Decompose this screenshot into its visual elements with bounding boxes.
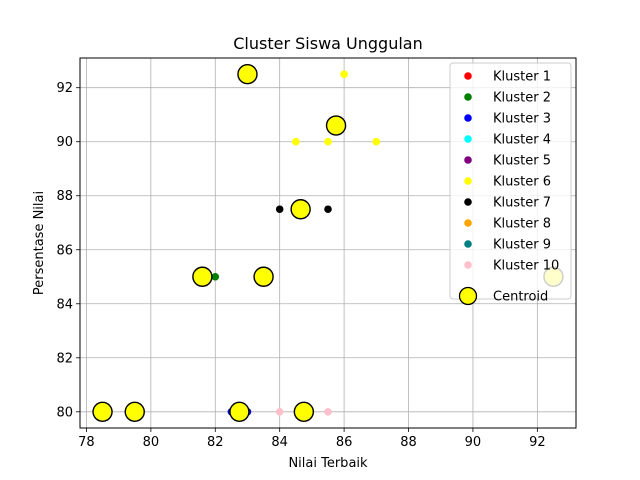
legend-label: Kluster 4	[493, 133, 551, 148]
legend-marker	[464, 198, 472, 206]
x-tick-label: 78	[78, 435, 95, 450]
legend-marker	[464, 156, 472, 164]
y-tick-label: 92	[56, 81, 73, 96]
centroid-marker	[229, 401, 250, 422]
legend-marker	[464, 114, 472, 122]
legend-label: Kluster 1	[493, 70, 551, 85]
data-point	[324, 205, 332, 214]
y-tick-label: 90	[56, 135, 73, 150]
legend-label: Kluster 5	[493, 154, 551, 169]
legend-marker	[464, 261, 472, 269]
plot-frame	[79, 57, 577, 429]
centroid-marker	[325, 115, 347, 136]
legend: Kluster 1 Kluster 2 Kluster 3 Kluster 4 Klus…	[449, 62, 572, 306]
chart-title: Cluster Siswa Unggulan	[233, 34, 422, 53]
centroid-marker	[192, 266, 213, 287]
legend-marker	[464, 177, 472, 185]
x-tick-label: 88	[400, 435, 417, 450]
centroid-marker	[92, 401, 113, 422]
x-tick-label: 82	[207, 435, 224, 450]
legend-marker	[464, 72, 472, 80]
data-point	[324, 137, 332, 146]
centroid-marker	[253, 266, 274, 287]
legend-marker	[464, 135, 472, 143]
x-tick-label: 86	[336, 435, 353, 450]
data-point	[291, 137, 300, 146]
y-tick-label: 86	[56, 243, 73, 258]
y-tick-label: 82	[56, 351, 73, 366]
x-tick-label: 84	[271, 435, 288, 450]
legend-label: Kluster 3	[493, 112, 551, 127]
x-tick-label: 90	[465, 435, 482, 450]
y-tick-label: 84	[56, 297, 73, 312]
centroid-marker	[237, 64, 258, 85]
y-tick-label: 80	[56, 405, 73, 420]
data-point	[275, 205, 284, 214]
legend-marker	[458, 286, 478, 306]
legend-marker	[464, 219, 472, 227]
data-point	[324, 407, 332, 416]
legend-label: Centroid	[493, 290, 548, 305]
data-point	[275, 407, 284, 416]
y-tick-label: 88	[56, 189, 73, 204]
centroid-marker	[124, 401, 145, 422]
legend-marker	[464, 93, 472, 101]
centroid-marker	[293, 401, 315, 422]
x-axis-ticks: 78 80 82 84 86 88 90 92	[78, 428, 546, 450]
data-point	[340, 70, 348, 79]
legend-label: Kluster 10	[493, 259, 559, 274]
data-point	[372, 137, 381, 146]
x-tick-label: 80	[143, 435, 160, 450]
x-tick-label: 92	[529, 435, 546, 450]
x-axis-label: Nilai Terbaik	[288, 456, 368, 471]
legend-label: Kluster 9	[493, 238, 551, 253]
centroid-marker	[290, 199, 311, 220]
legend-marker	[464, 240, 472, 248]
legend-label: Kluster 6	[493, 175, 551, 190]
legend-label: Kluster 7	[493, 196, 551, 211]
legend-label: Kluster 2	[493, 91, 551, 106]
legend-label: Kluster 8	[493, 217, 551, 232]
legend-box	[449, 62, 572, 300]
y-axis-ticks: 80 82 84 86 88 90 92	[56, 81, 80, 420]
y-axis-label: Persentase Nilai	[32, 191, 47, 295]
data-point	[211, 272, 220, 281]
